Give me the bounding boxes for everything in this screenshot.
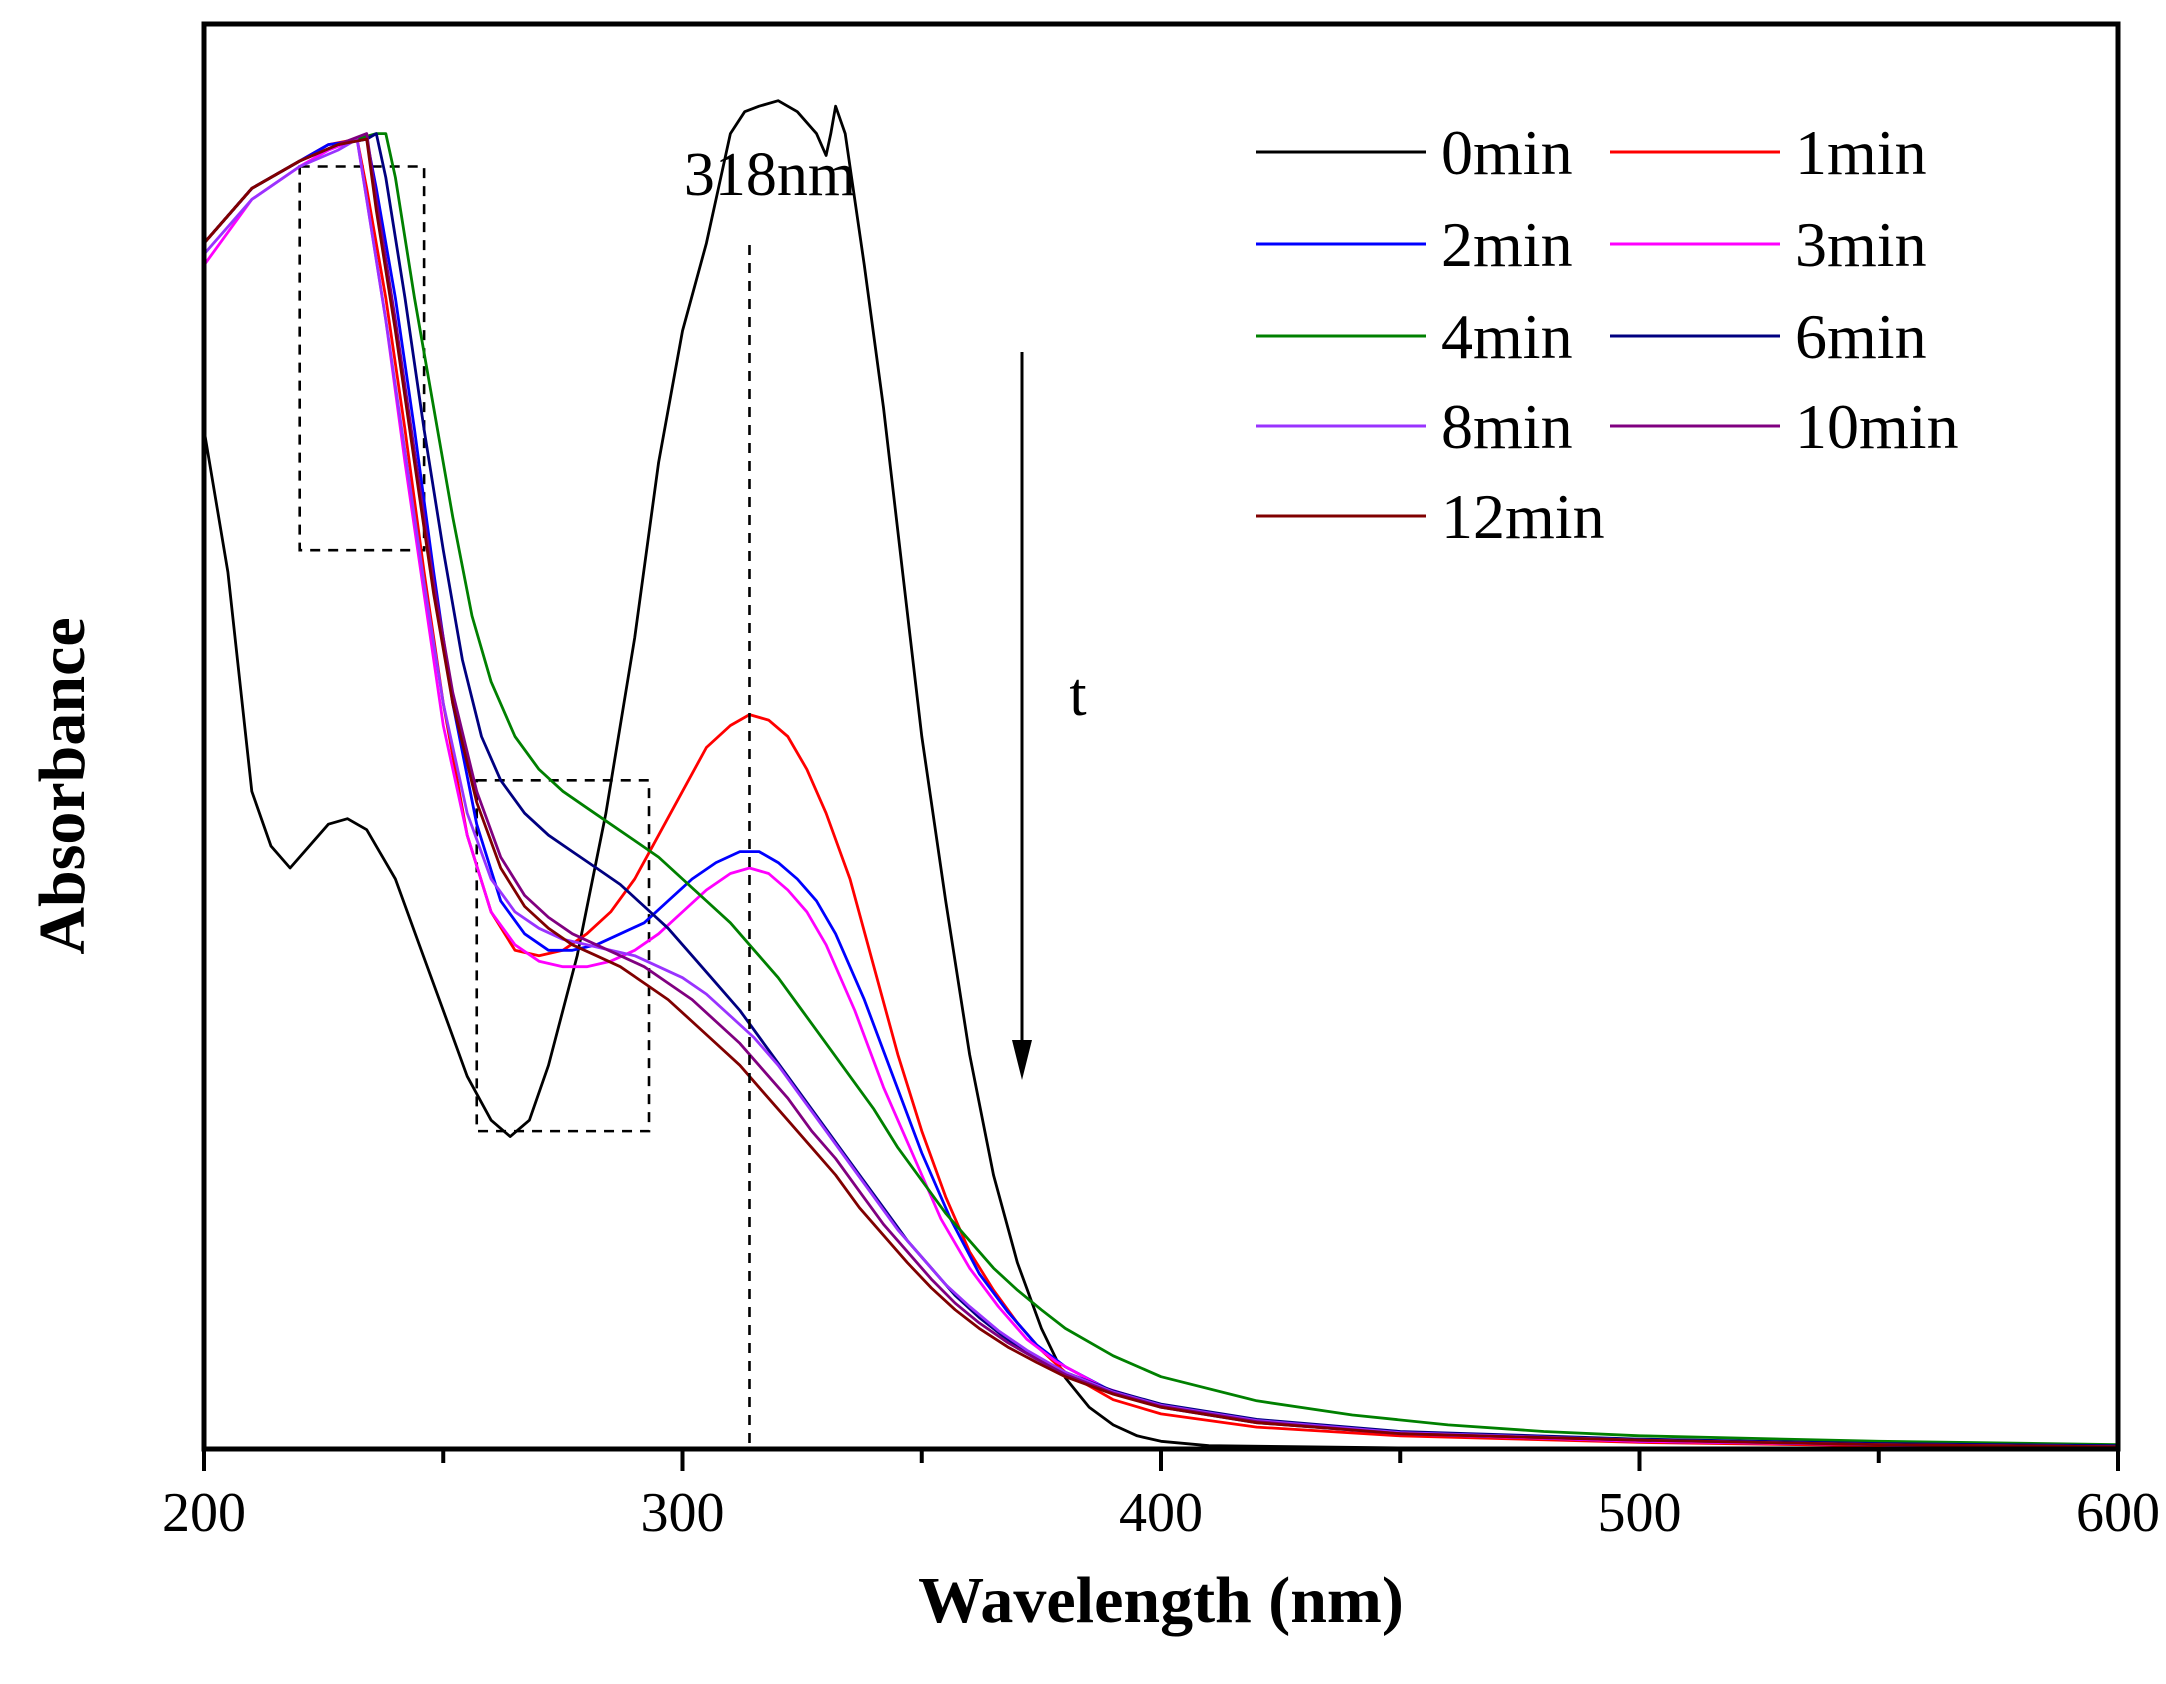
annotation-box-2: [475, 779, 651, 1133]
annotation-boxes: [298, 165, 651, 1133]
legend-label-12min: 12min: [1441, 481, 1605, 552]
time-arrow: [1012, 352, 1032, 1080]
x-tick-label-300: 300: [641, 1482, 725, 1544]
series-line-10min: [202, 132, 2119, 1449]
legend-label-1min: 1min: [1795, 117, 1927, 188]
x-axis-ticks: 200 300 400 500 600: [162, 1449, 2160, 1544]
x-tick-label-200: 200: [162, 1482, 246, 1544]
time-arrow-label: t: [1069, 661, 1086, 729]
legend: 0min 1min 2min 3min 4min 6min 8min 10min 12min: [1256, 117, 1959, 552]
series-line-4min: [202, 132, 2119, 1446]
x-tick-label-500: 500: [1598, 1482, 1682, 1544]
series-line-0min: [202, 99, 2119, 1451]
legend-label-8min: 8min: [1441, 391, 1573, 462]
series-line-8min: [202, 137, 2119, 1449]
legend-label-2min: 2min: [1441, 209, 1573, 280]
peak-label: 318nm: [684, 141, 856, 209]
legend-label-6min: 6min: [1795, 301, 1927, 372]
x-tick-label-600: 600: [2076, 1482, 2160, 1544]
legend-label-3min: 3min: [1795, 209, 1927, 280]
legend-label-10min: 10min: [1795, 391, 1959, 462]
legend-label-0min: 0min: [1441, 117, 1573, 188]
legend-label-4min: 4min: [1441, 301, 1573, 372]
y-axis-title: Absorbance: [26, 617, 99, 954]
series-line-12min: [202, 137, 2119, 1449]
x-tick-label-400: 400: [1119, 1482, 1203, 1544]
x-axis-title: Wavelength (nm): [918, 1564, 1404, 1637]
series-layer: [202, 99, 2119, 1451]
